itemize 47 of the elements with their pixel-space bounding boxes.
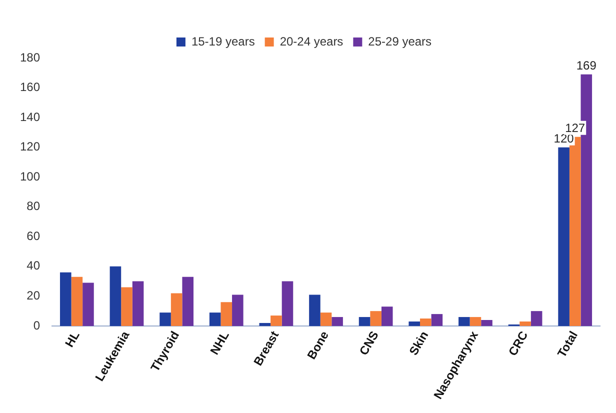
y-tick-label: 0 [33, 318, 40, 332]
bar [209, 312, 221, 326]
bar [160, 312, 171, 326]
data-label: 127 [565, 121, 586, 136]
bar [121, 287, 132, 326]
legend-label: 15-19 years [191, 34, 255, 48]
bar [282, 281, 294, 326]
y-tick-label: 120 [20, 140, 40, 154]
bar [358, 317, 370, 326]
bar [481, 320, 492, 326]
bar [309, 294, 320, 326]
bar [370, 311, 382, 326]
bar [71, 276, 83, 326]
bar [320, 312, 332, 326]
bar [270, 316, 282, 326]
y-tick-label: 180 [20, 50, 40, 64]
bar [530, 311, 542, 326]
bar [431, 314, 443, 326]
bar [232, 294, 244, 326]
bar [182, 276, 194, 326]
bar [408, 321, 420, 326]
bar [332, 317, 343, 326]
bar [470, 317, 482, 326]
bar [520, 321, 531, 326]
bar [220, 302, 232, 326]
y-tick-label: 40 [26, 258, 40, 273]
legend-label: 25-29 years [368, 34, 432, 48]
bar [420, 318, 432, 326]
data-label: 169 [576, 58, 597, 73]
bar [381, 306, 393, 326]
bar [132, 281, 144, 326]
bar [110, 266, 122, 326]
bar [558, 147, 570, 326]
y-tick-label: 60 [26, 228, 40, 243]
bar [82, 282, 94, 326]
y-tick-label: 140 [20, 110, 40, 124]
bar [170, 293, 182, 326]
bar [259, 322, 271, 326]
bar [458, 317, 470, 326]
y-tick-label: 80 [26, 199, 40, 214]
y-tick-label: 100 [20, 169, 40, 184]
bar [60, 272, 72, 326]
x-tick-label: HL [62, 328, 82, 350]
y-tick-label: 20 [26, 288, 40, 302]
y-tick-label: 160 [20, 80, 40, 94]
legend-label: 20-24 years [280, 34, 344, 48]
data-label: 120 [554, 132, 574, 146]
